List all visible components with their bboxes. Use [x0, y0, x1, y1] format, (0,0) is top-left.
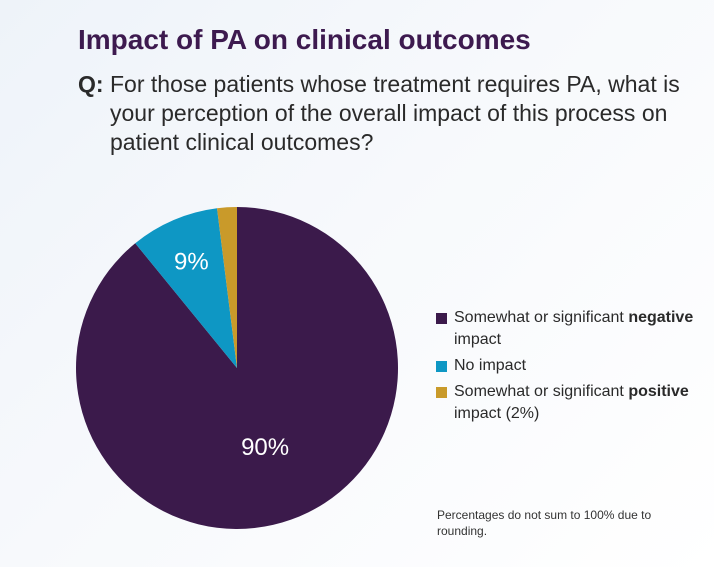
legend-item-negative: Somewhat or significant negative impact	[436, 307, 696, 351]
legend: Somewhat or significant negative impact …	[436, 307, 696, 429]
pie-slice-label-1: 9%	[174, 248, 209, 275]
legend-item-positive: Somewhat or significant positive impact …	[436, 381, 696, 425]
pie-svg: 90% 9%	[76, 207, 399, 529]
pie-slice-1	[135, 208, 237, 368]
pie-slice-label-0: 90%	[241, 434, 289, 461]
footnote: Percentages do not sum to 100% due to ro…	[437, 508, 652, 538]
legend-swatch-negative	[436, 313, 447, 324]
question-block: Q: For those patients whose treatment re…	[78, 70, 688, 157]
pie-slice-0	[76, 207, 399, 529]
pie-slice-2	[217, 207, 237, 368]
chart-title: Impact of PA on clinical outcomes	[78, 24, 531, 55]
legend-swatch-no-impact	[436, 361, 447, 372]
question-prefix: Q:	[78, 71, 104, 97]
legend-swatch-positive	[436, 387, 447, 398]
question-text: For those patients whose treatment requi…	[110, 71, 680, 155]
pie-chart: 90% 9%	[74, 205, 400, 531]
legend-item-no-impact: No impact	[436, 355, 696, 377]
